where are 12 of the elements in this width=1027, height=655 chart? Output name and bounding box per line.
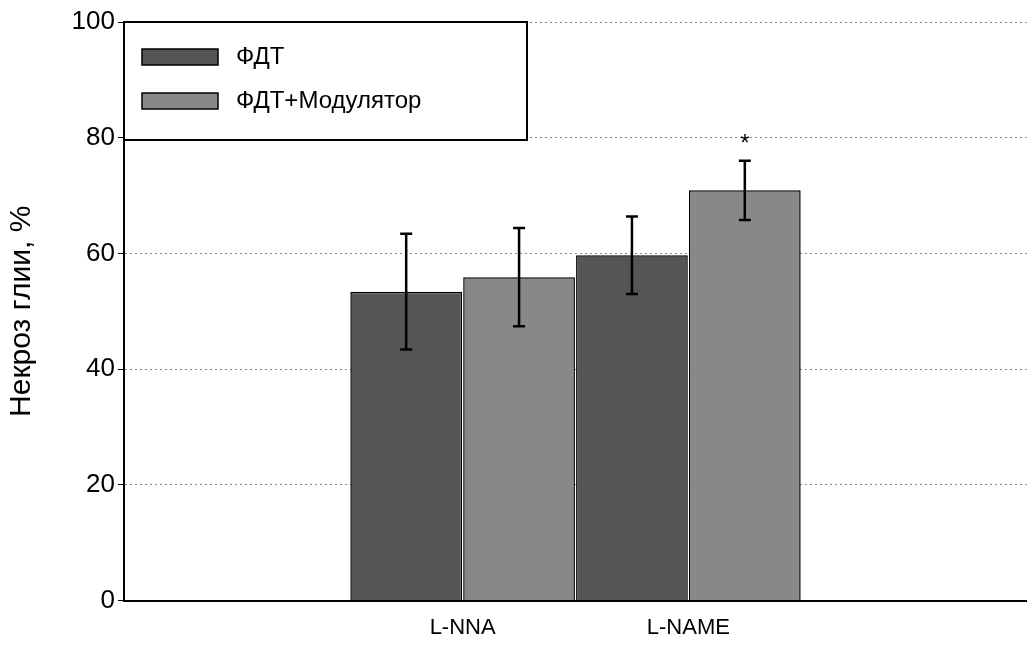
y-tick-label: 100	[71, 5, 115, 36]
y-tick-label: 80	[86, 120, 115, 151]
y-tick-label: 60	[86, 236, 115, 267]
y-tick-label: 40	[86, 352, 115, 383]
x-tick-label: L-NAME	[646, 613, 730, 639]
legend-label: ФДТ+Модулятор	[236, 85, 422, 113]
x-tick-label: L-NNA	[429, 613, 496, 639]
annotation: *	[740, 129, 750, 157]
y-tick-label: 0	[100, 583, 115, 614]
legend-label: ФДТ	[236, 41, 285, 69]
y-tick-label: 20	[86, 468, 115, 499]
y-axis-title: Некроз глии, %	[3, 205, 37, 417]
